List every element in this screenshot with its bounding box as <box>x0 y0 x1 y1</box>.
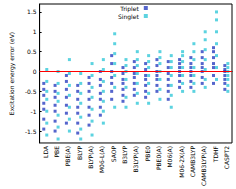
svg-text:CAMB3LYP: CAMB3LYP <box>189 146 196 178</box>
svg-text:1.5: 1.5 <box>27 8 37 15</box>
svg-text:SAOP: SAOP <box>110 146 117 163</box>
svg-text:PBE(A): PBE(A) <box>64 146 71 166</box>
svg-text:Singlet: Singlet <box>118 13 139 21</box>
svg-text:Triplet: Triplet <box>119 5 139 13</box>
svg-text:B3LYP(A): B3LYP(A) <box>132 146 139 173</box>
svg-text:-0.5: -0.5 <box>25 88 37 95</box>
svg-text:TDHF: TDHF <box>212 145 219 163</box>
svg-text:BLYP: BLYP <box>76 146 83 160</box>
svg-text:-1.5: -1.5 <box>25 128 37 135</box>
svg-text:0.5: 0.5 <box>27 48 37 55</box>
svg-text:Excitation energy error (eV): Excitation energy error (eV) <box>8 32 16 115</box>
svg-text:M06-L(A): M06-L(A) <box>98 146 105 173</box>
svg-text:B3LYP: B3LYP <box>121 146 128 164</box>
svg-text:M06(A): M06(A) <box>166 146 173 168</box>
svg-text:PBE: PBE <box>53 146 60 158</box>
svg-text:BLYP(A): BLYP(A) <box>87 146 94 169</box>
svg-text:-1: -1 <box>31 108 37 115</box>
svg-text:CASPT2: CASPT2 <box>223 146 230 169</box>
svg-text:CAMB3LYP(A): CAMB3LYP(A) <box>200 146 207 186</box>
svg-text:1: 1 <box>33 28 37 35</box>
svg-text:LDA: LDA <box>42 145 49 158</box>
svg-text:M06-2X(A): M06-2X(A) <box>178 146 185 178</box>
svg-text:PBE0: PBE0 <box>144 146 151 162</box>
svg-text:PBE0(A): PBE0(A) <box>155 146 162 170</box>
svg-text:0: 0 <box>33 68 37 75</box>
